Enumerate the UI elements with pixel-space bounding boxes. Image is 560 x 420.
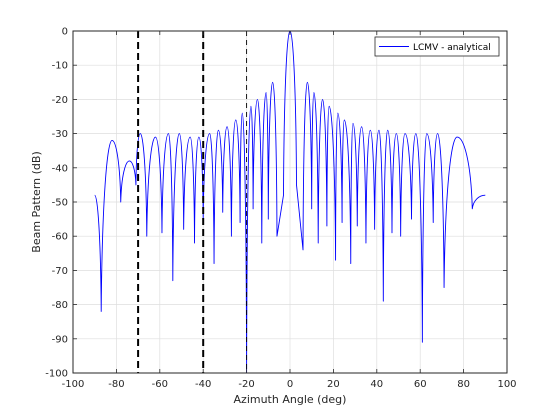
y-tick-label: -50 <box>52 198 68 209</box>
series-layer <box>94 30 486 374</box>
x-axis-label: Azimuth Angle (deg) <box>234 393 347 406</box>
y-tick-label: -80 <box>52 300 68 311</box>
y-tick-label: -20 <box>52 95 68 106</box>
reference-lines <box>137 31 248 373</box>
y-tick-label: -70 <box>52 266 68 277</box>
y-tick-label: -40 <box>52 163 68 174</box>
x-tick-label: -60 <box>152 379 168 390</box>
x-tick-label: -20 <box>238 379 254 390</box>
plot-area: -100 -80 -60 -40 -20 0 20 40 60 80 100 0 -10 -20 -30 -4… <box>45 27 516 391</box>
y-tick-label: -60 <box>52 232 68 243</box>
y-tick-label: -100 <box>45 369 68 380</box>
x-tick-label: 60 <box>414 379 427 390</box>
x-tick-label: 100 <box>497 379 516 390</box>
x-tick-label: 80 <box>457 379 470 390</box>
x-tick-label: 40 <box>370 379 383 390</box>
x-tick-label: 0 <box>287 379 293 390</box>
y-tick-label: -30 <box>52 129 68 140</box>
x-tick-label: -40 <box>195 379 211 390</box>
legend-box <box>374 36 500 57</box>
y-tick-label: -90 <box>52 334 68 345</box>
y-tick-label: -10 <box>52 61 68 72</box>
y-axis-label: Beam Pattern (dB) <box>30 151 43 252</box>
x-tick-label: -100 <box>62 379 85 390</box>
ticks: -100 -80 -60 -40 -20 0 20 40 60 80 100 0 -10 -20 -30 -4… <box>45 27 516 391</box>
x-tick-label: -80 <box>108 379 124 390</box>
x-tick-label: 20 <box>327 379 340 390</box>
series-line <box>94 30 486 374</box>
legend-entry-label: LCMV - analytical <box>413 43 491 53</box>
y-tick-label: 0 <box>62 27 68 38</box>
legend: LCMV - analytical <box>374 36 500 57</box>
